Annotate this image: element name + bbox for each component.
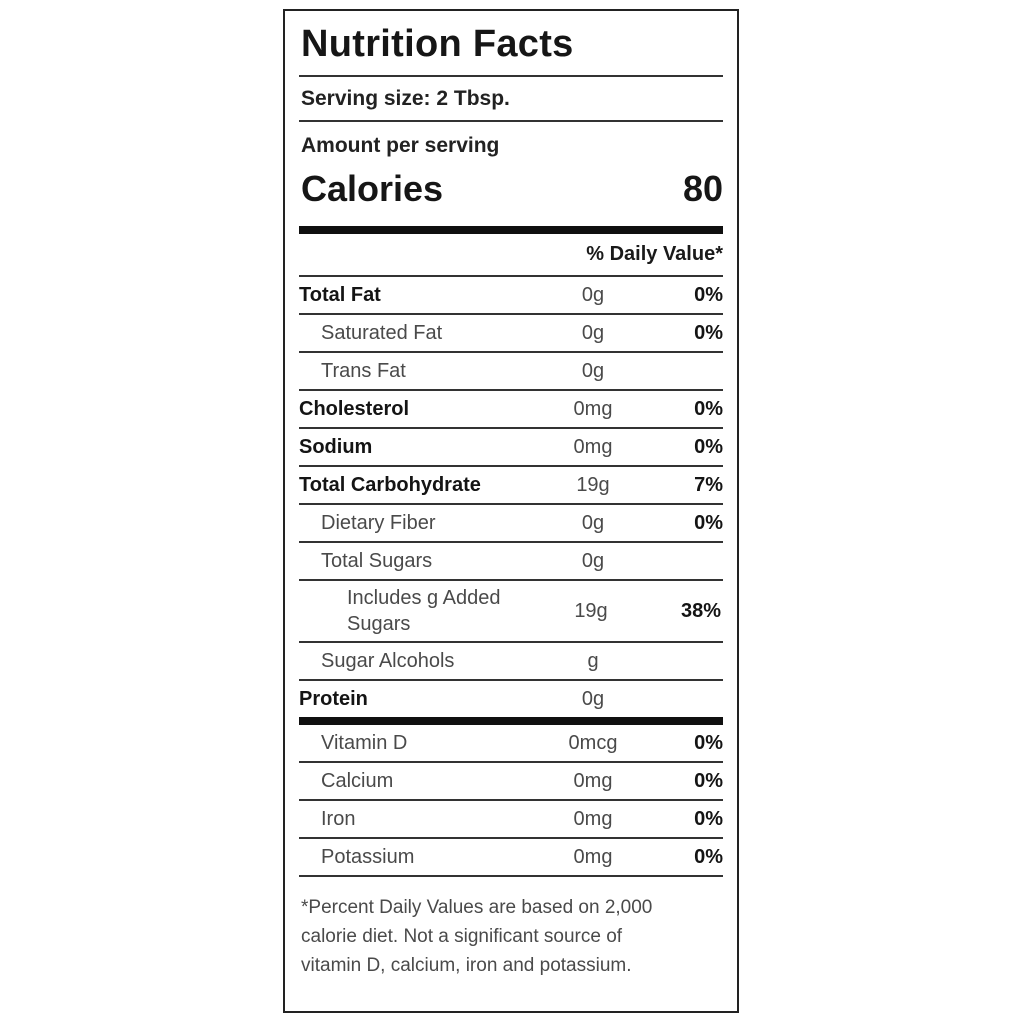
nutrient-amount: 0g [581, 321, 605, 344]
nutrient-name: Protein [299, 688, 368, 710]
nutrient-amount: 0mg [573, 845, 613, 868]
nutrient-amount: 19g [574, 599, 608, 622]
nutrient-row: Sodium 0mg 0% [299, 427, 723, 465]
footnote-line: calorie diet. Not a significant source o… [301, 926, 623, 947]
nutrient-dv: 0% [694, 845, 723, 868]
nutrient-dv: 0% [694, 435, 723, 458]
nutrient-amount: 19g [576, 473, 610, 496]
nutrient-dv: 7% [694, 473, 723, 496]
nutrient-dv: 0% [694, 321, 723, 344]
nutrient-row: Iron 0mg 0% [299, 801, 723, 839]
nutrient-amount: 0mg [573, 769, 613, 792]
nutrient-name: Potassium [321, 846, 415, 868]
nutrient-row: Dietary Fiber 0g 0% [299, 503, 723, 541]
nutrient-dv: 0% [694, 397, 723, 420]
nutrient-rows: Total Fat 0g 0% Saturated Fat 0g 0% Trans Fat 0… [299, 275, 723, 717]
nutrient-row: Total Fat 0g 0% [299, 275, 723, 313]
nutrient-amount: g [587, 649, 599, 672]
nutrient-name: Saturated Fat [321, 322, 443, 344]
nutrient-amount: 0g [581, 549, 605, 572]
nutrient-name: Total Fat [299, 284, 381, 306]
footnote-line: *Percent Daily Values are based on 2,000 [301, 897, 653, 918]
footnote-line: vitamin D, calcium, iron and potassium. [301, 955, 632, 976]
nutrient-name: Vitamin D [321, 732, 408, 754]
nutrient-amount: 0g [581, 359, 605, 382]
nutrient-row: Potassium 0mg 0% [299, 839, 723, 877]
micronutrient-rows: Vitamin D 0mcg 0% Calcium 0mg 0% Iron 0mg 0% Pota… [299, 725, 723, 877]
nutrient-row: Total Sugars 0g [299, 541, 723, 579]
nutrient-name: Sodium [299, 436, 373, 458]
nutrient-row: Sugar Alcohols g [299, 641, 723, 679]
nutrient-amount: 0g [581, 687, 605, 710]
nutrient-row: Protein 0g [299, 679, 723, 717]
footnote: *Percent Daily Values are based on 2,000… [299, 877, 723, 980]
nutrient-dv: 0% [694, 511, 723, 534]
nutrient-name: Cholesterol [299, 398, 410, 420]
nutrient-amount: 0mcg [568, 731, 618, 754]
calories-label: Calories [301, 168, 444, 209]
nutrient-name: Total Carbohydrate [299, 474, 481, 496]
nutrient-row: Cholesterol 0mg 0% [299, 389, 723, 427]
nutrient-amount: 0mg [573, 435, 613, 458]
daily-value-header: % Daily Value* [586, 243, 723, 265]
calories-row: Calories 80 [299, 158, 723, 226]
nutrient-row: Total Carbohydrate 19g 7% [299, 465, 723, 503]
nutrient-amount: 0mg [573, 807, 613, 830]
nutrient-dv: 0% [694, 731, 723, 754]
nutrition-title: Nutrition Facts [299, 11, 723, 77]
nutrient-dv: 38% [680, 599, 721, 622]
nutrient-row: Includes g Added Sugars 19g 38% [299, 579, 723, 641]
nutrient-row: Trans Fat 0g [299, 351, 723, 389]
nutrient-amount: 0mg [573, 397, 613, 420]
nutrient-name: Sugar Alcohols [321, 650, 455, 672]
nutrient-name: Iron [321, 808, 356, 830]
amount-per-serving-label: Amount per serving [301, 134, 500, 157]
nutrient-dv: 0% [694, 807, 723, 830]
nutrient-name: Includes g Added Sugars [347, 587, 501, 635]
nutrient-amount: 0g [581, 283, 605, 306]
nutrition-facts-panel: Nutrition Facts Serving size: 2 Tbsp. Am… [283, 9, 739, 1013]
nutrient-amount: 0g [581, 511, 605, 534]
thick-separator-top [299, 226, 723, 234]
nutrient-dv: 0% [694, 769, 723, 792]
nutrient-row: Saturated Fat 0g 0% [299, 313, 723, 351]
thick-separator-bottom [299, 717, 723, 725]
calories-value: 80 [682, 168, 723, 209]
nutrient-name: Calcium [321, 770, 394, 792]
nutrient-name: Trans Fat [321, 360, 406, 382]
nutrient-name: Total Sugars [321, 550, 433, 572]
serving-size: Serving size: 2 Tbsp. [299, 77, 723, 122]
nutrient-dv: 0% [694, 283, 723, 306]
nutrient-name: Dietary Fiber [321, 512, 436, 534]
nutrient-row: Calcium 0mg 0% [299, 763, 723, 801]
nutrient-row: Vitamin D 0mcg 0% [299, 725, 723, 763]
